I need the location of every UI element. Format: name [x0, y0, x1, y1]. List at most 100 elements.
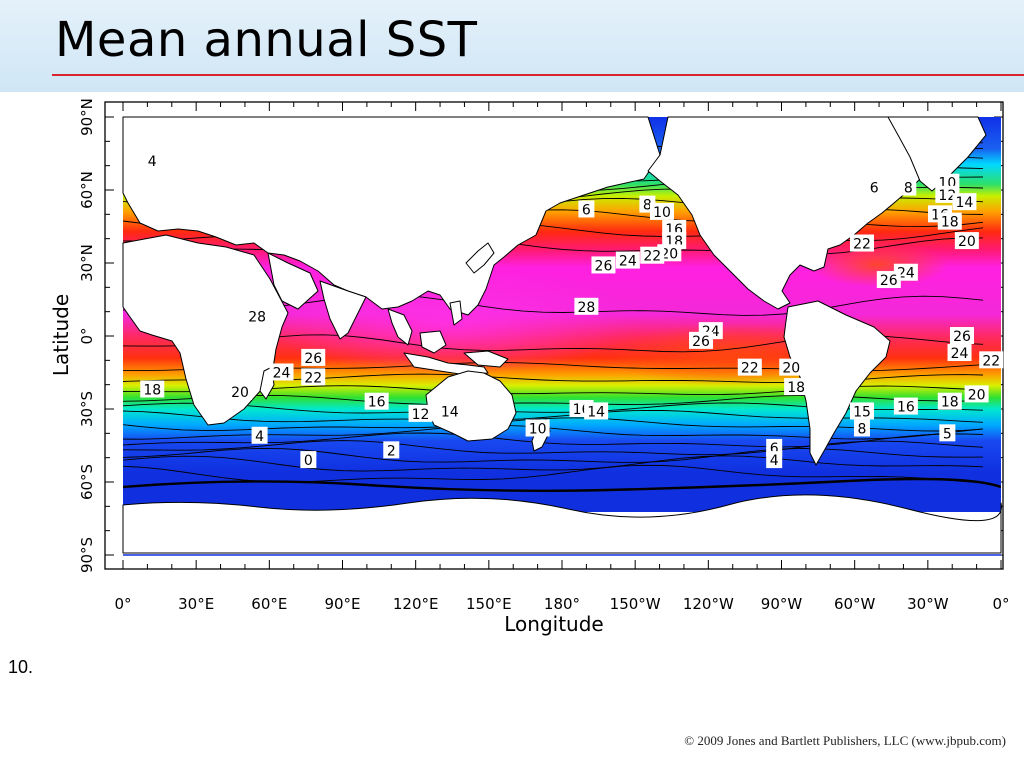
land-indonesia	[403, 352, 489, 376]
contour-label-text: 26	[692, 334, 710, 350]
land-masses	[122, 116, 1002, 554]
contour-label: 20	[779, 358, 804, 377]
contour-label-text: 16	[897, 400, 915, 416]
contour-label: 6	[578, 200, 595, 218]
lon-tick-label: 30°W	[907, 595, 949, 613]
contour-label-box	[876, 271, 901, 289]
contour-label-box	[849, 402, 874, 420]
contour-label-text: 22	[643, 249, 661, 265]
contour-label-text: 12	[938, 188, 956, 204]
contour-label: 20	[964, 385, 989, 403]
contour-label-box	[689, 331, 714, 349]
contour-label: 6	[866, 178, 883, 197]
lon-tick-label: 60°W	[834, 595, 876, 613]
contour-label-box	[952, 193, 977, 211]
contour-label-text: 2	[387, 443, 396, 459]
isotherm-line	[123, 447, 984, 463]
contour-label-box	[649, 202, 674, 220]
contour-label-box	[784, 378, 809, 396]
contour-label: 12	[408, 404, 433, 423]
contour-label-box	[437, 402, 462, 420]
land-antarctica	[122, 494, 1002, 554]
contour-label-text: 6	[582, 202, 591, 218]
contour-label-box	[939, 424, 956, 442]
contour-label-box	[947, 344, 972, 362]
contour-label: 10	[525, 419, 550, 437]
contour-label-box	[900, 178, 917, 196]
contour-label-box	[849, 234, 874, 252]
contour-label-box	[364, 392, 389, 410]
contour-label: 4	[766, 451, 783, 469]
contour-label-text: 26	[304, 351, 322, 367]
contour-label: 22	[301, 368, 326, 386]
contour-label-text: 4	[770, 453, 779, 469]
contour-label-box	[578, 200, 595, 218]
contour-label: 14	[584, 402, 609, 420]
contour-label: 14	[952, 193, 977, 211]
contour-label-box	[525, 419, 550, 437]
lon-tick-label: 120°E	[393, 595, 439, 613]
land-philippines	[449, 300, 463, 326]
contour-label-text: 5	[943, 426, 952, 442]
contour-label-box	[140, 380, 165, 398]
contour-label-text: 10	[529, 421, 547, 437]
contour-label-text: 28	[577, 300, 595, 316]
contour-label: 22	[979, 351, 1004, 369]
contour-label-box	[937, 392, 962, 410]
lon-tick-label: 150°W	[610, 595, 661, 613]
contour-label-text: 24	[951, 346, 969, 362]
contour-label-text: 16	[368, 395, 386, 411]
contour-label-text: 18	[787, 380, 805, 396]
contour-label-text: 4	[148, 154, 157, 170]
contour-label-text: 20	[660, 246, 678, 262]
lon-tick-label: 30°E	[178, 595, 214, 613]
contour-label-text: 24	[619, 254, 637, 270]
contour-label: 26	[876, 271, 901, 289]
isotherm-0-south	[123, 477, 1001, 493]
isotherm-line	[123, 440, 984, 456]
contour-label: 28	[574, 297, 599, 316]
lon-tick-label: 90°W	[761, 595, 803, 613]
contour-label-text: 18	[941, 395, 959, 411]
contour-label-box	[964, 385, 989, 403]
contour-label-box	[245, 307, 270, 325]
contour-label-box	[301, 368, 326, 386]
contour-label: 18	[937, 392, 962, 411]
contour-label-box	[574, 297, 599, 315]
contour-label: 24	[269, 363, 294, 382]
contour-label-box	[591, 256, 616, 274]
contour-label: 4	[144, 151, 161, 170]
contour-label-text: 24	[897, 266, 915, 282]
title-underline	[52, 74, 1024, 76]
lat-tick-label: 0°	[78, 327, 96, 344]
contour-label: 24	[615, 251, 640, 270]
lat-tick-label: 60°N	[78, 171, 96, 209]
contour-label: 22	[737, 358, 762, 377]
contour-label-text: 20	[782, 361, 800, 377]
contour-label: 8	[853, 419, 870, 437]
contour-label-text: 0	[304, 453, 313, 469]
contour-label-box	[640, 246, 665, 264]
contour-label-box	[766, 451, 783, 469]
contour-label: 16	[893, 397, 918, 416]
contour-label-box	[954, 232, 979, 250]
contour-label: 20	[954, 232, 979, 250]
contour-label-text: 24	[273, 366, 291, 382]
land-japan	[465, 242, 495, 274]
lon-tick-label: 120°W	[683, 595, 734, 613]
lon-tick-label: 0°	[992, 595, 1008, 613]
slide-title: Mean annual SST	[55, 12, 478, 68]
contour-label: 4	[251, 426, 268, 445]
land-australia	[425, 370, 517, 442]
x-axis-label: Longitude	[504, 612, 603, 636]
contour-label-box	[779, 358, 804, 376]
contour-label: 10	[649, 202, 674, 221]
contour-label: 18	[937, 212, 962, 231]
contour-label-text: 26	[880, 273, 898, 289]
land-borneo	[419, 330, 447, 354]
contour-label-text: 22	[304, 370, 322, 386]
isotherm-line	[123, 455, 984, 472]
contour-label-text: 22	[741, 361, 759, 377]
contour-label-box	[301, 348, 326, 366]
frame-ticks	[105, 102, 1003, 569]
